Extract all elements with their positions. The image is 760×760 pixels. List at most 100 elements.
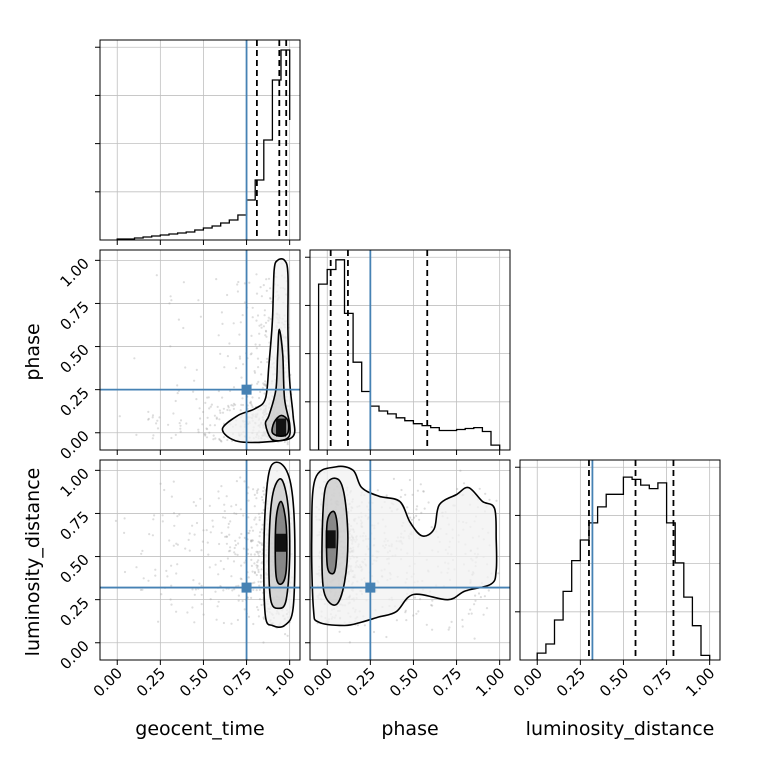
sample-point xyxy=(0,595,1,597)
sample-point xyxy=(269,317,272,321)
histogram-steps xyxy=(116,49,291,240)
contour-line xyxy=(321,477,349,606)
sample-point xyxy=(0,412,1,414)
sample-point xyxy=(176,392,179,395)
sample-point xyxy=(202,410,205,414)
sample-point xyxy=(193,621,196,624)
sample-point xyxy=(0,370,1,372)
sample-point xyxy=(0,346,1,348)
sample-point xyxy=(0,416,1,418)
panel-frame xyxy=(99,39,301,241)
sample-point xyxy=(0,551,1,553)
sample-point xyxy=(199,417,202,420)
sample-point xyxy=(0,583,1,585)
sample-point xyxy=(0,531,1,533)
sample-point xyxy=(233,512,236,515)
sample-point xyxy=(248,529,251,532)
sample-point xyxy=(477,592,481,595)
sample-point xyxy=(139,588,142,592)
sample-point xyxy=(230,404,233,407)
sample-point xyxy=(0,425,1,427)
sample-point xyxy=(0,579,1,581)
sample-point xyxy=(0,507,1,509)
sample-point xyxy=(240,532,243,536)
sample-point xyxy=(0,514,1,516)
sample-point xyxy=(0,531,1,533)
sample-point xyxy=(218,542,221,546)
sample-point xyxy=(251,529,255,532)
sample-point xyxy=(238,355,241,358)
sample-point xyxy=(215,618,218,621)
sample-point xyxy=(0,422,1,424)
sample-point xyxy=(259,286,262,289)
sample-point xyxy=(0,609,1,611)
sample-point xyxy=(260,603,263,607)
sample-point xyxy=(408,478,411,482)
sample-point xyxy=(0,518,1,520)
sample-point xyxy=(262,501,265,504)
sample-point xyxy=(448,626,451,629)
sample-point xyxy=(199,315,202,318)
sample-point xyxy=(142,577,145,580)
sample-point xyxy=(238,357,242,360)
sample-point xyxy=(248,532,251,535)
y-tick-label: 0.00 xyxy=(56,427,92,463)
sample-point xyxy=(0,628,1,630)
sample-point xyxy=(0,379,1,381)
sample-point xyxy=(202,613,205,616)
sample-point xyxy=(0,425,1,427)
sample-point xyxy=(0,428,1,430)
sample-point xyxy=(495,499,498,502)
sample-point xyxy=(195,398,198,401)
panel-content xyxy=(310,460,510,660)
sample-point xyxy=(0,298,1,300)
sample-point xyxy=(0,516,1,518)
sample-point xyxy=(0,532,1,534)
x-tick-label: 0.75 xyxy=(219,664,255,700)
sample-point xyxy=(0,362,1,364)
sample-point xyxy=(250,526,253,529)
sample-point xyxy=(257,580,260,583)
sample-point xyxy=(0,427,1,429)
sample-point xyxy=(247,615,251,619)
sample-point xyxy=(232,402,236,405)
sample-point xyxy=(0,580,1,582)
sample-point xyxy=(219,352,222,355)
sample-point xyxy=(169,295,172,298)
sample-point xyxy=(135,433,138,436)
sample-point xyxy=(263,383,266,386)
sample-point xyxy=(0,624,1,626)
sample-point xyxy=(262,382,265,385)
sample-point xyxy=(260,562,263,565)
sample-point xyxy=(0,413,1,415)
sample-point xyxy=(197,299,200,302)
x-tick-label: 0.75 xyxy=(639,664,675,700)
sample-point xyxy=(0,425,1,427)
sample-point xyxy=(263,309,266,312)
sample-point xyxy=(194,588,197,591)
sample-point xyxy=(168,302,171,305)
sample-point xyxy=(239,508,242,511)
sample-point xyxy=(0,438,1,440)
contour-line xyxy=(274,500,288,586)
sample-point xyxy=(243,608,246,611)
sample-point xyxy=(198,407,201,410)
sample-point xyxy=(262,325,265,328)
sample-point xyxy=(234,544,237,547)
sample-point xyxy=(0,405,1,407)
sample-point xyxy=(0,541,1,543)
sample-point xyxy=(422,490,425,493)
sample-point xyxy=(232,407,235,410)
sample-point xyxy=(257,540,260,543)
sample-point xyxy=(202,529,205,532)
sample-point xyxy=(410,518,414,521)
sample-point xyxy=(0,414,1,416)
sample-point xyxy=(0,418,1,420)
sample-point xyxy=(0,283,1,285)
sample-point xyxy=(0,270,1,272)
sample-point xyxy=(259,390,262,393)
sample-point xyxy=(0,499,1,501)
sample-point xyxy=(425,623,428,626)
scatter-panel-geocent-time-phase: 0.00 0.25 0.50 0.75 1.00 xyxy=(0,249,301,463)
sample-point xyxy=(123,517,126,520)
